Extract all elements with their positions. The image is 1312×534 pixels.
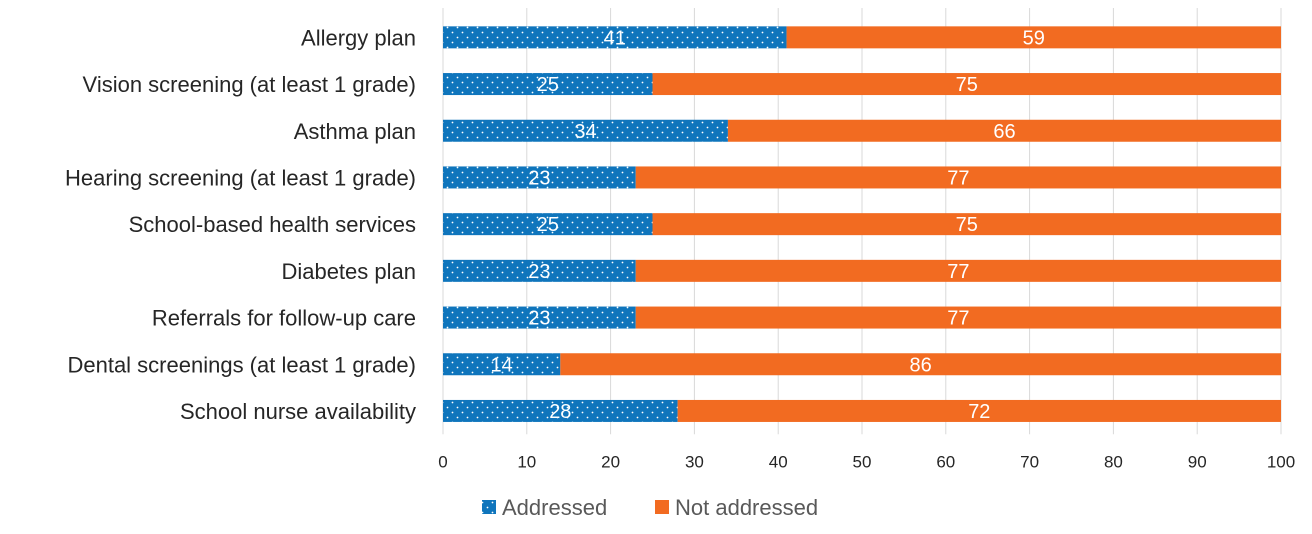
bar-segment-not-addressed	[635, 306, 1281, 329]
category-label: School nurse availability	[180, 399, 416, 424]
bar-segment-not-addressed	[635, 166, 1281, 189]
bar-segment-addressed	[443, 73, 653, 96]
x-axis-ticks: 0 10 20 30 40 50 60 70 80 90 100	[438, 452, 1295, 471]
legend-swatch	[482, 500, 496, 514]
category-label: Asthma plan	[294, 119, 416, 144]
data-label: 86	[910, 354, 932, 376]
data-label: 25	[537, 74, 559, 96]
data-label: 77	[947, 308, 969, 330]
x-tick-label: 0	[438, 452, 447, 471]
category-label: Referrals for follow-up care	[152, 306, 416, 331]
data-label: 77	[947, 167, 969, 189]
data-label: 14	[491, 354, 513, 376]
category-label: Hearing screening (at least 1 grade)	[65, 165, 416, 190]
x-tick-label: 100	[1267, 452, 1295, 471]
data-label: 23	[528, 308, 550, 330]
bar-segment-not-addressed	[786, 26, 1281, 49]
x-tick-label: 90	[1188, 452, 1207, 471]
bar-segment-not-addressed	[652, 73, 1281, 96]
data-label: 23	[528, 261, 550, 283]
data-label: 59	[1023, 27, 1045, 49]
data-label: 66	[993, 121, 1015, 143]
bars	[443, 26, 1281, 422]
data-label: 34	[574, 121, 596, 143]
bar-segment-not-addressed	[727, 119, 1281, 142]
x-tick-label: 50	[853, 452, 872, 471]
x-tick-label: 60	[936, 452, 955, 471]
x-tick-label: 10	[517, 452, 536, 471]
data-label: 25	[537, 214, 559, 236]
data-labels: 41 59 25 75 34 66 23 77 25 75 23 77 23 77 14 86 28 72	[491, 27, 1045, 423]
legend-label: Addressed	[502, 495, 607, 520]
category-label: Vision screening (at least 1 grade)	[83, 72, 416, 97]
legend: Addressed Not addressed	[482, 495, 818, 520]
category-label: School-based health services	[129, 212, 416, 237]
category-label: Allergy plan	[301, 25, 416, 50]
bar-segment-addressed	[443, 259, 636, 282]
data-label: 28	[549, 401, 571, 423]
data-label: 72	[968, 401, 990, 423]
data-label: 23	[528, 167, 550, 189]
bar-segment-addressed	[443, 213, 653, 236]
legend-label: Not addressed	[675, 495, 818, 520]
category-label: Dental screenings (at least 1 grade)	[67, 352, 416, 377]
data-label: 75	[956, 74, 978, 96]
x-tick-label: 40	[769, 452, 788, 471]
x-tick-label: 30	[685, 452, 704, 471]
data-label: 77	[947, 261, 969, 283]
x-tick-label: 20	[601, 452, 620, 471]
bar-segment-not-addressed	[677, 399, 1281, 422]
bar-segment-addressed	[443, 26, 787, 49]
bar-segment-not-addressed	[560, 353, 1281, 376]
bar-segment-addressed	[443, 399, 678, 422]
bar-segment-addressed	[443, 166, 636, 189]
bar-segment-not-addressed	[652, 213, 1281, 236]
x-tick-label: 80	[1104, 452, 1123, 471]
data-label: 75	[956, 214, 978, 236]
legend-swatch	[655, 500, 669, 514]
bar-segment-not-addressed	[635, 259, 1281, 282]
bar-segment-addressed	[443, 353, 561, 376]
bar-segment-addressed	[443, 306, 636, 329]
data-label: 41	[604, 27, 626, 49]
bar-segment-addressed	[443, 119, 728, 142]
category-labels: Allergy plan Vision screening (at least 1…	[65, 25, 416, 424]
x-tick-label: 70	[1020, 452, 1039, 471]
category-label: Diabetes plan	[281, 259, 416, 284]
